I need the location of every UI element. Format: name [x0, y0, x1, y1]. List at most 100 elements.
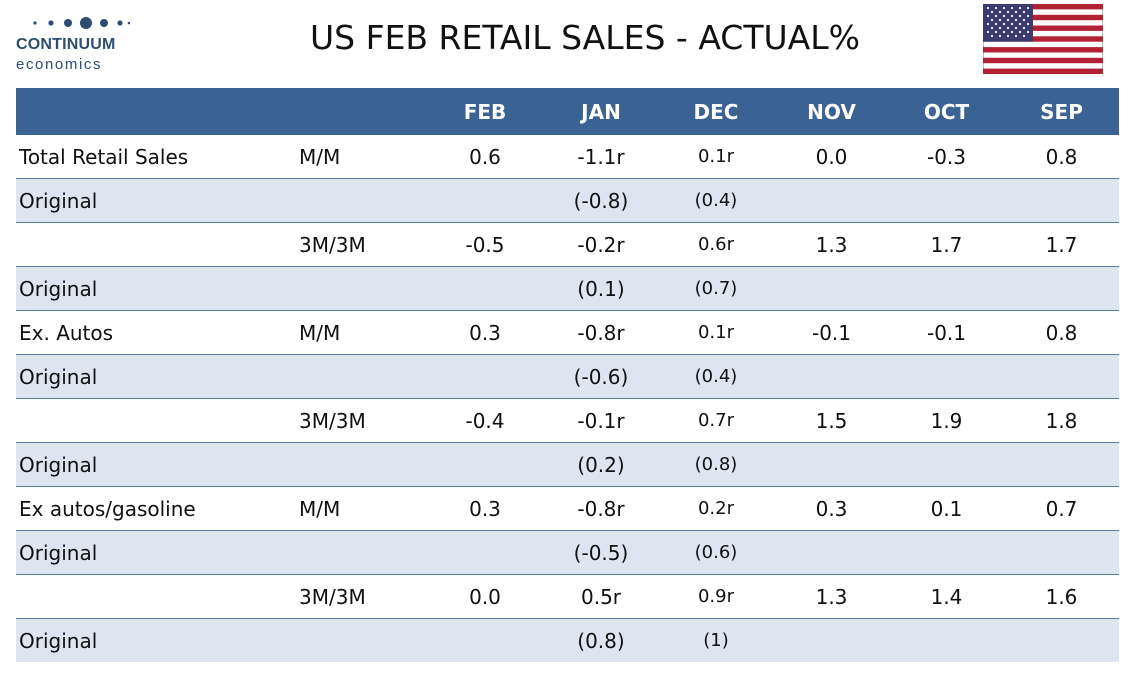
page-title: US FEB RETAIL SALES - ACTUAL% [310, 18, 860, 57]
row-label: Original [16, 354, 286, 399]
cell-nov [774, 442, 889, 487]
cell-jan: -0.1r [544, 398, 658, 443]
cell-jan: (-0.6) [544, 354, 658, 399]
brand-name: CONTINUUM [16, 36, 116, 53]
table-row: Original (0.1) (0.7) [16, 266, 1119, 311]
cell-jan: -0.8r [544, 310, 658, 355]
column-header-feb: FEB [426, 88, 544, 135]
cell-jan: -0.8r [544, 486, 658, 531]
cell-feb [426, 618, 544, 662]
table-row: Original (-0.5) (0.6) [16, 530, 1119, 575]
cell-jan: -1.1r [544, 135, 658, 179]
table-row: Total Retail Sales M/M 0.6 -1.1r 0.1r 0.… [16, 135, 1119, 179]
table-row: Ex. Autos M/M 0.3 -0.8r 0.1r -0.1 -0.1 0… [16, 310, 1119, 355]
row-measure: 3M/3M [286, 574, 426, 619]
brand-logo: CONTINUUM economics [16, 16, 136, 76]
cell-feb [426, 442, 544, 487]
column-header-dec: DEC [658, 88, 774, 135]
cell-nov [774, 266, 889, 311]
cell-oct: 0.1 [889, 486, 1004, 531]
column-header-nov: NOV [774, 88, 889, 135]
cell-jan: (0.8) [544, 618, 658, 662]
row-label: Ex. Autos [16, 310, 286, 355]
cell-sep: 0.8 [1004, 310, 1119, 355]
column-header-sep: SEP [1004, 88, 1119, 135]
cell-dec: 0.9r [658, 574, 774, 619]
cell-dec: (0.4) [658, 178, 774, 223]
row-label: Ex autos/gasoline [16, 486, 286, 531]
row-measure: 3M/3M [286, 398, 426, 443]
cell-sep [1004, 178, 1119, 223]
cell-dec: (0.6) [658, 530, 774, 575]
row-measure [286, 178, 426, 223]
cell-dec: 0.1r [658, 310, 774, 355]
cell-feb [426, 266, 544, 311]
cell-feb: 0.3 [426, 486, 544, 531]
cell-feb: -0.5 [426, 222, 544, 267]
cell-nov [774, 530, 889, 575]
cell-dec: 0.1r [658, 135, 774, 179]
cell-sep: 1.7 [1004, 222, 1119, 267]
row-label: Original [16, 178, 286, 223]
cell-oct: 1.4 [889, 574, 1004, 619]
row-label [16, 222, 286, 267]
table-row: 3M/3M -0.4 -0.1r 0.7r 1.5 1.9 1.8 [16, 398, 1119, 443]
cell-nov: 0.3 [774, 486, 889, 531]
row-measure: 3M/3M [286, 222, 426, 267]
table-row: Original (-0.6) (0.4) [16, 354, 1119, 399]
row-label: Total Retail Sales [16, 135, 286, 179]
row-measure [286, 530, 426, 575]
table-row: Ex autos/gasoline M/M 0.3 -0.8r 0.2r 0.3… [16, 486, 1119, 531]
cell-oct [889, 530, 1004, 575]
header-measure-spacer [286, 88, 426, 135]
cell-feb [426, 178, 544, 223]
table-row: 3M/3M 0.0 0.5r 0.9r 1.3 1.4 1.6 [16, 574, 1119, 619]
cell-oct [889, 442, 1004, 487]
cell-sep [1004, 530, 1119, 575]
cell-oct [889, 178, 1004, 223]
cell-sep: 1.8 [1004, 398, 1119, 443]
cell-jan: (0.1) [544, 266, 658, 311]
cell-oct: -0.3 [889, 135, 1004, 179]
cell-feb: 0.6 [426, 135, 544, 179]
header-label-spacer [16, 88, 286, 135]
table-row: Original (0.8) (1) [16, 618, 1119, 662]
column-header-jan: JAN [544, 88, 658, 135]
cell-nov [774, 178, 889, 223]
cell-dec: (0.8) [658, 442, 774, 487]
cell-nov [774, 618, 889, 662]
table-header-row: FEB JAN DEC NOV OCT SEP [16, 88, 1119, 135]
cell-dec: (1) [658, 618, 774, 662]
retail-sales-table: FEB JAN DEC NOV OCT SEP Total Retail Sal… [16, 88, 1119, 662]
cell-jan: (-0.5) [544, 530, 658, 575]
row-label: Original [16, 618, 286, 662]
cell-nov: 1.5 [774, 398, 889, 443]
column-header-oct: OCT [889, 88, 1004, 135]
table-row: Original (0.2) (0.8) [16, 442, 1119, 487]
cell-jan: -0.2r [544, 222, 658, 267]
logo-dots-icon [33, 17, 130, 29]
cell-dec: 0.6r [658, 222, 774, 267]
cell-dec: 0.7r [658, 398, 774, 443]
cell-oct: 1.7 [889, 222, 1004, 267]
cell-nov: 1.3 [774, 574, 889, 619]
cell-dec: (0.4) [658, 354, 774, 399]
row-measure [286, 266, 426, 311]
cell-jan: (-0.8) [544, 178, 658, 223]
row-measure: M/M [286, 135, 426, 179]
cell-nov: 0.0 [774, 135, 889, 179]
cell-sep: 0.8 [1004, 135, 1119, 179]
row-measure [286, 618, 426, 662]
cell-sep [1004, 442, 1119, 487]
cell-oct: 1.9 [889, 398, 1004, 443]
row-measure [286, 354, 426, 399]
cell-feb [426, 354, 544, 399]
brand-tagline: economics [16, 56, 103, 73]
row-label: Original [16, 442, 286, 487]
cell-jan: (0.2) [544, 442, 658, 487]
cell-sep: 1.6 [1004, 574, 1119, 619]
cell-nov [774, 354, 889, 399]
cell-oct [889, 266, 1004, 311]
table-row: Original (-0.8) (0.4) [16, 178, 1119, 223]
row-label: Original [16, 530, 286, 575]
